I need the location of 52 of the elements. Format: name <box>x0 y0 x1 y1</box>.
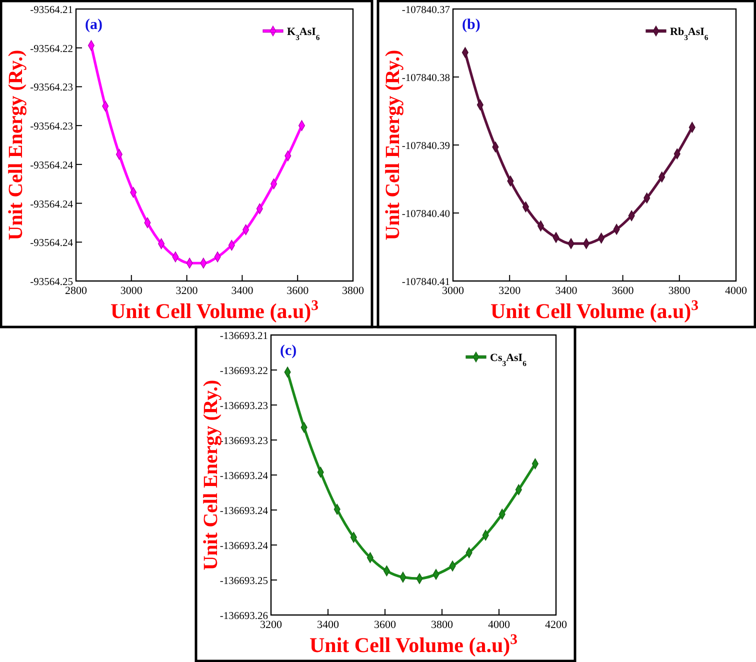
legend-label: K$_{3}$AsI$_{6}$ <box>287 26 320 42</box>
y-tick-label: -107840.37 <box>402 5 450 16</box>
annotation: (c) <box>280 343 297 359</box>
x-tick-label: 3000 <box>442 285 464 297</box>
y-tick-label: -93564.25 <box>30 277 73 288</box>
y-tick-label: -93564.24 <box>30 160 74 172</box>
y-tick-label: -136693.26 <box>220 611 268 622</box>
y-tick-label: -93564.23 <box>30 82 73 94</box>
y-tick-label: -136693.24 <box>220 471 269 482</box>
legend-label: Cs$_{3}$AsI$_{6}$ <box>490 352 527 368</box>
x-tick-label: 3000 <box>120 285 143 297</box>
x-tick-label: 3800 <box>342 285 364 297</box>
y-tick-label: -93564.22 <box>30 44 73 55</box>
y-tick-label: -93564.24 <box>30 238 74 250</box>
annotation: (b) <box>462 17 480 33</box>
y-tick-label: -136693.24 <box>220 541 269 552</box>
y-tick-label: -136693.21 <box>220 331 268 342</box>
x-tick-label: 3400 <box>317 619 340 631</box>
y-tick-label: -107840.40 <box>402 209 450 220</box>
x-tick-label: 3600 <box>286 285 310 297</box>
x-axis-title: Unit Cell Volume (a.u)$^{3}$ <box>110 298 319 323</box>
y-tick-label: -136693.25 <box>220 576 268 587</box>
legend-label: Rb$_{3}$AsI$_{6}$ <box>670 26 708 42</box>
y-tick-label: -93564.21 <box>30 5 73 16</box>
y-tick-label: -93564.24 <box>30 199 74 210</box>
y-tick-label: -136693.23 <box>220 401 268 412</box>
y-axis-title: Unit Cell Energy (Ry.) <box>200 380 222 570</box>
x-tick-label: 4000 <box>725 285 748 297</box>
x-tick-label: 2800 <box>65 285 88 297</box>
x-tick-label: 3400 <box>555 285 578 297</box>
y-tick-label: -107840.38 <box>402 73 450 84</box>
x-axis-title: Unit Cell Volume (a.u)$^{3}$ <box>490 298 699 323</box>
y-axis-title: Unit Cell Energy (Ry.) <box>382 50 404 240</box>
x-tick-label: 3600 <box>612 285 634 297</box>
x-tick-label: 3800 <box>668 285 691 297</box>
y-tick-label: -93564.23 <box>30 122 73 133</box>
y-tick-label: -136693.24 <box>220 506 269 517</box>
y-axis-title: Unit Cell Energy (Ry.) <box>5 50 27 240</box>
y-tick-label: -107840.41 <box>402 277 450 288</box>
x-tick-label: 3200 <box>260 619 282 631</box>
x-tick-label: 3600 <box>374 619 396 631</box>
y-tick-label: -136693.22 <box>220 366 268 377</box>
x-tick-label: 3400 <box>231 285 254 297</box>
x-tick-label: 3800 <box>431 619 454 631</box>
y-tick-label: -136693.23 <box>220 436 268 447</box>
x-tick-label: 3200 <box>176 285 198 297</box>
x-tick-label: 3200 <box>498 285 522 297</box>
x-tick-label: 4000 <box>488 619 510 631</box>
x-axis-title: Unit Cell Volume (a.u)$^{3}$ <box>309 632 518 657</box>
y-tick-label: -107840.39 <box>402 141 450 152</box>
x-tick-label: 4200 <box>545 619 568 631</box>
annotation: (a) <box>85 17 102 33</box>
